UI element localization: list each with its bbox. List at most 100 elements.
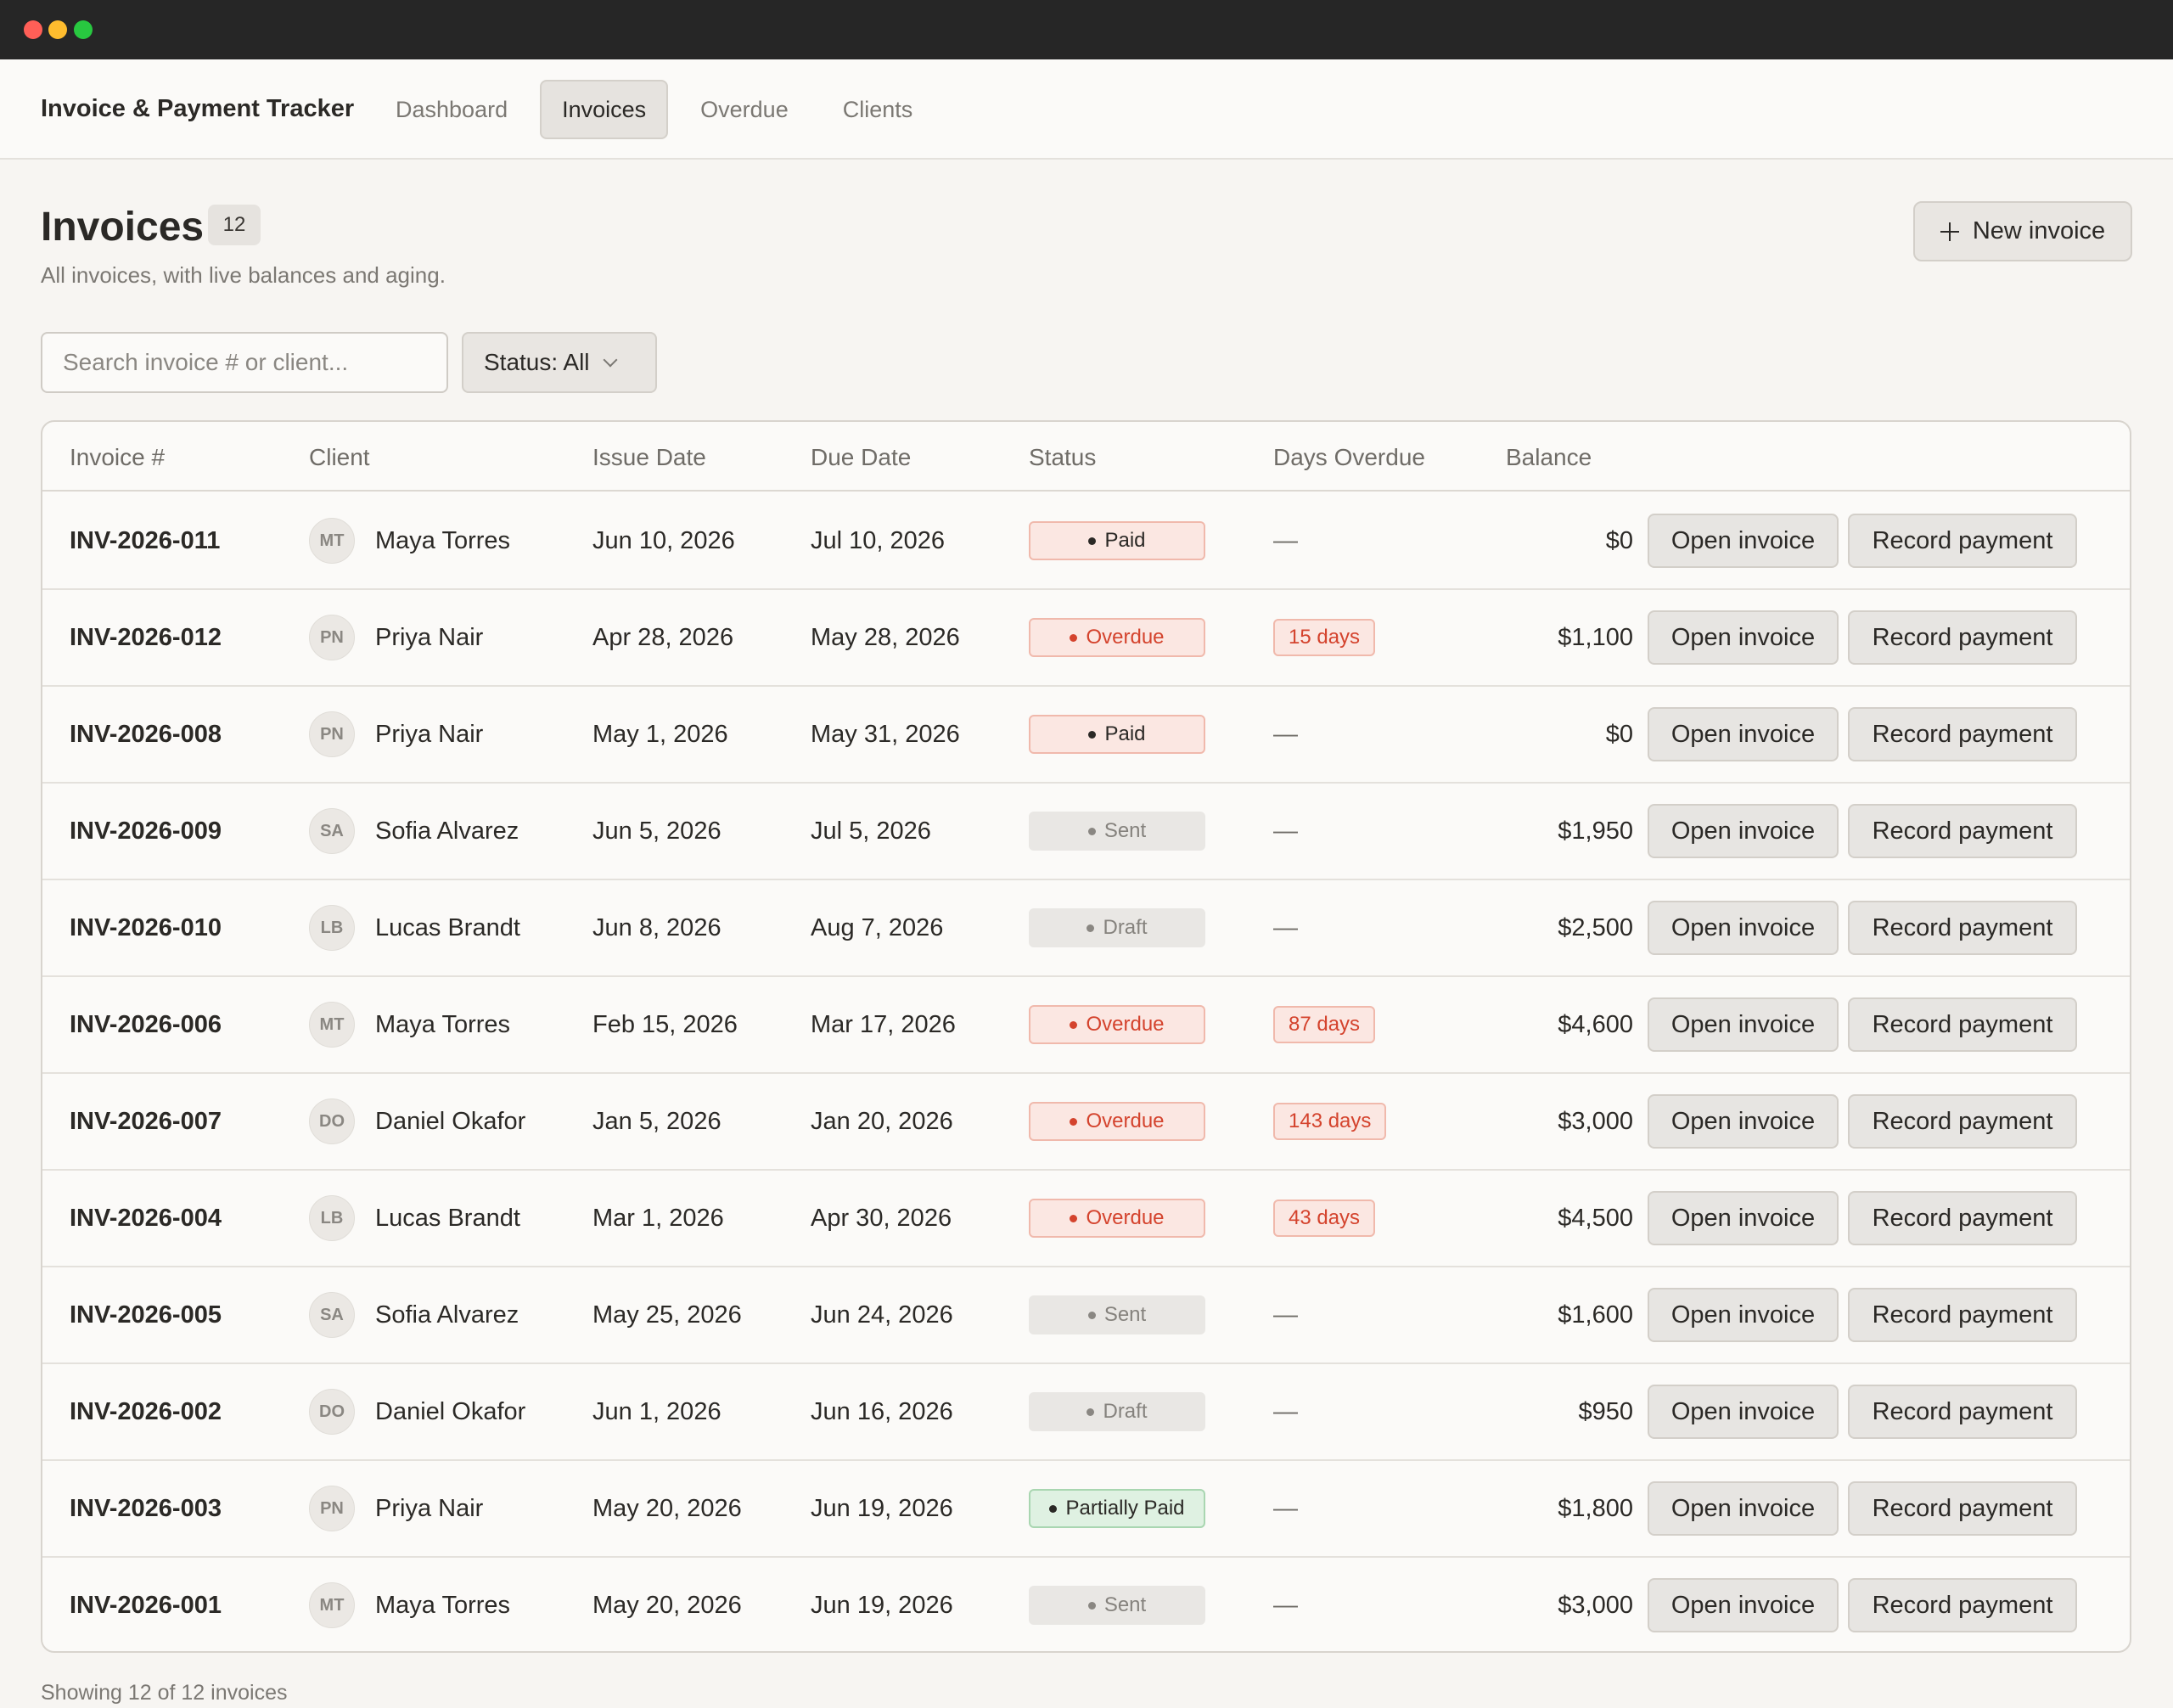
column-header-status[interactable]: Status xyxy=(1029,444,1097,470)
minimize-window-icon[interactable] xyxy=(48,20,67,39)
tab-dashboard[interactable]: Dashboard xyxy=(396,96,508,122)
open-invoice-button[interactable]: Open invoice xyxy=(1648,610,1839,665)
column-header-invoice[interactable]: Invoice # xyxy=(70,444,166,470)
record-payment-button[interactable]: Record payment xyxy=(1848,901,2077,955)
column-header-client[interactable]: Client xyxy=(309,444,370,470)
record-payment-button[interactable]: Record payment xyxy=(1848,610,2077,665)
app-title: Invoice & Payment Tracker xyxy=(41,95,355,122)
table-row[interactable]: INV-2026-012 PN Priya Nair Apr 28, 2026 May … xyxy=(42,590,2130,687)
column-header-balance[interactable]: Balance xyxy=(1506,444,1592,470)
record-payment-button[interactable]: Record payment xyxy=(1848,1481,2077,1536)
record-payment-button[interactable]: Record payment xyxy=(1848,1094,2077,1149)
due-date: Jul 10, 2026 xyxy=(811,526,946,554)
client-cell: MT Maya Torres xyxy=(309,493,510,588)
tab-invoices[interactable]: Invoices xyxy=(540,80,669,139)
open-invoice-button[interactable]: Open invoice xyxy=(1648,1094,1839,1149)
status-cell: Overdue xyxy=(1029,977,1205,1072)
status-label: Overdue xyxy=(1086,1110,1165,1132)
invoice-number: INV-2026-007 xyxy=(70,1107,222,1135)
days-overdue-empty: — xyxy=(1273,526,1298,554)
table-row[interactable]: INV-2026-003 PN Priya Nair May 20, 2026 Jun … xyxy=(42,1461,2130,1558)
table-row[interactable]: INV-2026-006 MT Maya Torres Feb 15, 2026 Mar… xyxy=(42,977,2130,1074)
open-invoice-button[interactable]: Open invoice xyxy=(1648,1385,1839,1439)
column-header-issue-date[interactable]: Issue Date xyxy=(592,444,706,470)
status-dot-icon xyxy=(1088,730,1097,739)
client-cell: PN Priya Nair xyxy=(309,1461,483,1556)
invoice-number: INV-2026-010 xyxy=(70,913,222,941)
issue-date: Jun 5, 2026 xyxy=(592,817,722,845)
zoom-window-icon[interactable] xyxy=(74,20,93,39)
status-badge: Sent xyxy=(1029,1295,1205,1334)
open-invoice-button[interactable]: Open invoice xyxy=(1648,1481,1839,1536)
main-nav: Dashboard Invoices Overdue Clients xyxy=(373,80,935,139)
status-dot-icon xyxy=(1087,1601,1096,1610)
open-invoice-button[interactable]: Open invoice xyxy=(1648,707,1839,761)
status-dot-icon xyxy=(1070,1214,1078,1222)
table-row[interactable]: INV-2026-011 MT Maya Torres Jun 10, 2026 Jul… xyxy=(42,493,2130,590)
table-row[interactable]: INV-2026-001 MT Maya Torres May 20, 2026 Jun… xyxy=(42,1558,2130,1651)
tab-clients[interactable]: Clients xyxy=(842,96,913,122)
table-row[interactable]: INV-2026-007 DO Daniel Okafor Jan 5, 2026 Ja… xyxy=(42,1074,2130,1171)
column-header-days-overdue[interactable]: Days Overdue xyxy=(1273,444,1425,470)
balance: $3,000 xyxy=(1558,1591,1633,1619)
status-cell: Paid xyxy=(1029,687,1205,782)
status-badge: Draft xyxy=(1029,1392,1205,1431)
days-overdue-empty: — xyxy=(1273,1494,1298,1522)
balance: $4,500 xyxy=(1558,1204,1633,1232)
client-cell: SA Sofia Alvarez xyxy=(309,1267,519,1362)
record-payment-button[interactable]: Record payment xyxy=(1848,1191,2077,1245)
table-row[interactable]: INV-2026-002 DO Daniel Okafor Jun 1, 2026 Ju… xyxy=(42,1364,2130,1461)
new-invoice-button[interactable]: New invoice xyxy=(1913,201,2132,261)
status-cell: Overdue xyxy=(1029,1074,1205,1169)
record-payment-button[interactable]: Record payment xyxy=(1848,1385,2077,1439)
open-invoice-button[interactable]: Open invoice xyxy=(1648,804,1839,858)
open-invoice-button[interactable]: Open invoice xyxy=(1648,1288,1839,1342)
client-name: Lucas Brandt xyxy=(375,913,520,941)
open-invoice-button[interactable]: Open invoice xyxy=(1648,514,1839,568)
invoice-number: INV-2026-002 xyxy=(70,1397,222,1425)
due-date: Aug 7, 2026 xyxy=(811,913,944,941)
days-overdue-empty: — xyxy=(1273,1301,1298,1329)
table-row[interactable]: INV-2026-009 SA Sofia Alvarez Jun 5, 2026 Ju… xyxy=(42,784,2130,880)
record-payment-button[interactable]: Record payment xyxy=(1848,514,2077,568)
open-invoice-button[interactable]: Open invoice xyxy=(1648,997,1839,1052)
invoice-number: INV-2026-011 xyxy=(70,526,221,554)
avatar: SA xyxy=(309,808,355,854)
days-overdue-empty: — xyxy=(1273,1591,1298,1619)
avatar: DO xyxy=(309,1098,355,1144)
status-label: Paid xyxy=(1104,529,1146,552)
table-row[interactable]: INV-2026-010 LB Lucas Brandt Jun 8, 2026 Aug… xyxy=(42,880,2130,977)
search-input[interactable] xyxy=(41,332,448,393)
record-payment-button[interactable]: Record payment xyxy=(1848,1288,2077,1342)
tab-overdue[interactable]: Overdue xyxy=(700,96,789,122)
open-invoice-button[interactable]: Open invoice xyxy=(1648,1191,1839,1245)
client-cell: MT Maya Torres xyxy=(309,977,510,1072)
record-payment-button[interactable]: Record payment xyxy=(1848,997,2077,1052)
close-window-icon[interactable] xyxy=(24,20,42,39)
status-filter-dropdown[interactable]: Status: All xyxy=(462,332,657,393)
days-overdue-badge: 143 days xyxy=(1273,1103,1387,1140)
balance: $0 xyxy=(1605,720,1633,748)
issue-date: May 1, 2026 xyxy=(592,720,728,748)
invoice-number: INV-2026-005 xyxy=(70,1301,222,1329)
open-invoice-button[interactable]: Open invoice xyxy=(1648,901,1839,955)
table-row[interactable]: INV-2026-008 PN Priya Nair May 1, 2026 May 3… xyxy=(42,687,2130,784)
invoice-number: INV-2026-008 xyxy=(70,720,222,748)
status-cell: Sent xyxy=(1029,784,1205,879)
days-overdue-cell: — xyxy=(1273,1267,1298,1362)
record-payment-button[interactable]: Record payment xyxy=(1848,1578,2077,1632)
invoice-number: INV-2026-004 xyxy=(70,1204,222,1232)
table-row[interactable]: INV-2026-005 SA Sofia Alvarez May 25, 2026 J… xyxy=(42,1267,2130,1364)
status-cell: Sent xyxy=(1029,1558,1205,1651)
status-badge: Overdue xyxy=(1029,1005,1205,1044)
column-header-due-date[interactable]: Due Date xyxy=(811,444,912,470)
status-cell: Partially Paid xyxy=(1029,1461,1205,1556)
client-name: Maya Torres xyxy=(375,526,511,554)
table-row[interactable]: INV-2026-004 LB Lucas Brandt Mar 1, 2026 Apr… xyxy=(42,1171,2130,1267)
days-overdue-cell: — xyxy=(1273,1558,1298,1651)
record-payment-button[interactable]: Record payment xyxy=(1848,804,2077,858)
status-label: Draft xyxy=(1103,916,1148,939)
open-invoice-button[interactable]: Open invoice xyxy=(1648,1578,1839,1632)
record-payment-button[interactable]: Record payment xyxy=(1848,707,2077,761)
due-date: Jun 16, 2026 xyxy=(811,1397,953,1425)
